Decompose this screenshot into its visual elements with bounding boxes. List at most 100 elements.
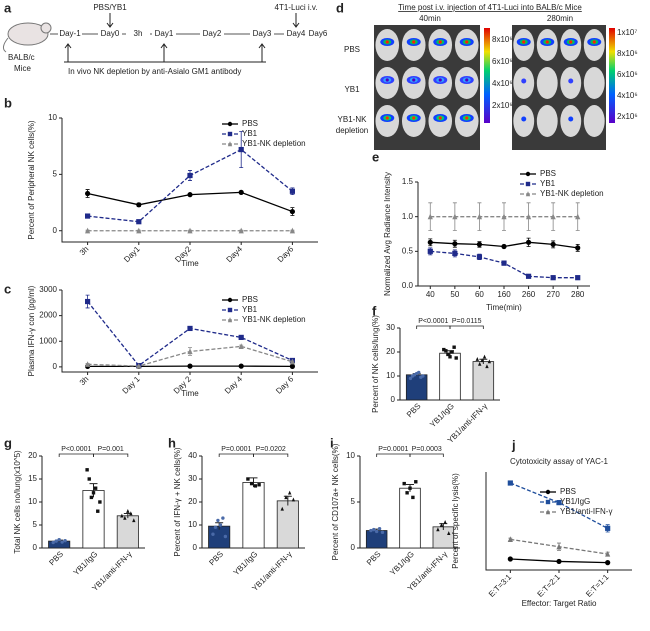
x-tick-label: Day 1 [121,374,143,396]
y-tick-label: 5 [33,520,38,529]
x-tick-label: 3h [78,245,91,258]
x-tick-label: 280 [571,290,585,299]
signal [385,78,389,82]
panel-a: a BALB/c Mice PBS/YB1 4T1-Luci i.v. In v… [2,0,325,76]
axes [485,472,632,571]
signal [569,40,573,44]
significance-bracket [93,453,129,457]
marker [120,513,124,518]
p-value: P=0.0001 [378,446,408,453]
signal [385,116,389,120]
marker [525,191,531,197]
panel-label: i [330,435,334,450]
x-tick-label: YB1/IgG [72,550,100,578]
marker [380,530,385,535]
marker [123,515,127,520]
marker [444,349,448,353]
marker [545,499,551,505]
legend-label: PBS [540,169,556,178]
panel-label: g [4,435,12,450]
marker [249,481,254,486]
significance-bracket [449,325,484,329]
marker [187,325,193,332]
y-axis-label: Percent of specific lysis(%) [451,473,460,569]
marker [218,523,223,527]
marker [439,522,444,527]
marker [287,490,292,495]
panel-label: d [336,0,344,15]
marker [556,558,562,565]
x-tick-label: YB1/IgG [232,550,260,578]
marker [411,495,415,500]
timeline-label: 3h [134,29,143,38]
marker [246,477,250,481]
marker [227,131,233,137]
marker [284,495,288,500]
row-label: PBS [344,45,360,54]
marker [427,213,433,220]
signal [592,40,596,44]
marker [289,358,295,365]
legend-label: PBS [560,487,576,496]
marker [289,188,295,194]
marker [85,361,91,367]
marker [525,239,532,245]
scale-label: 4x10⁶ [492,79,513,88]
x-tick-label: Day 6 [274,374,296,396]
significance-bracket [218,453,254,457]
p-value: P<0.0001 [418,318,448,325]
x-tick-label: 60 [475,290,484,299]
x-tick-label: PBS [405,402,423,420]
marker [442,347,446,352]
marker [187,172,193,179]
y-tick-label: 0 [53,226,58,235]
bar [472,361,495,401]
y-tick-label: 0 [53,362,58,371]
timeline-bg [284,29,308,39]
marker [85,213,91,219]
timeline-label: Day6 [309,29,328,38]
y-tick-label: 10 [386,371,395,380]
p-value: P=0.0001 [221,446,251,453]
marker [221,516,225,520]
x-tick-label: E:T=1:1 [584,572,611,599]
marker [87,477,91,481]
marker [126,509,130,513]
timeline-label: Day-1 [59,29,81,38]
marker [446,352,450,357]
timeline-label: Day3 [253,29,272,38]
timeline-bg [126,29,150,39]
p-value: P<0.0001 [61,446,91,453]
x-tick-label: 270 [546,290,560,299]
timeline-bg [200,29,224,39]
arrow [292,13,300,28]
p-value: P=0.0115 [452,318,482,325]
x-tick-label: Day6 [276,244,296,264]
marker [427,248,433,254]
panel-label: a [4,0,12,15]
marker [545,489,551,495]
marker [507,536,513,542]
scale-label: 6x10⁶ [617,70,638,79]
marker [374,529,379,534]
marker [480,358,484,363]
signal [521,116,527,122]
legend-label: YB1 [242,129,258,138]
x-tick-label: 40 [426,290,435,299]
marker [402,481,406,486]
y-tick-label: 30 [188,474,197,483]
marker [408,376,413,381]
marker [550,275,556,281]
y-tick-label: 1.5 [402,177,414,186]
axes [61,118,318,243]
timeline-bg [152,29,176,39]
marker [60,540,64,544]
marker [227,141,233,147]
marker [550,241,556,247]
x-tick-label: YB1/IgG [428,402,456,430]
marker [556,500,562,506]
marker [575,213,581,220]
signal [385,40,389,44]
bar [439,352,461,401]
